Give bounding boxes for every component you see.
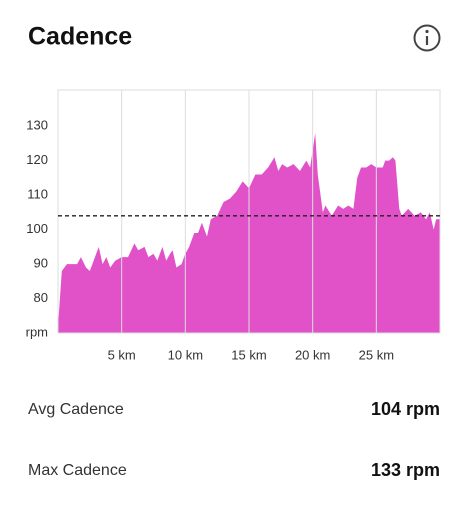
chart-title: Cadence	[28, 23, 132, 51]
y-tick-label: 80	[34, 290, 48, 305]
info-dot[interactable]	[425, 29, 429, 34]
stat-value: 133 rpm	[371, 460, 440, 480]
x-tick-label: 25 km	[359, 347, 394, 362]
y-tick-label: 130	[26, 118, 48, 133]
x-tick-label: 5 km	[108, 347, 136, 362]
info-button[interactable]	[413, 24, 441, 52]
y-tick-label: 120	[26, 152, 48, 167]
x-tick-label: 10 km	[168, 347, 203, 362]
info-circle[interactable]	[413, 24, 441, 52]
y-tick-label: rpm	[26, 324, 48, 339]
y-tick-label: 90	[34, 256, 48, 271]
x-tick-label: 20 km	[295, 347, 330, 362]
y-tick-label: 110	[27, 187, 48, 202]
y-tick-label: 100	[26, 221, 48, 236]
stat-value: 104 rpm	[371, 399, 440, 419]
x-tick-label: 15 km	[231, 347, 266, 362]
stat-label: Avg Cadence	[28, 401, 124, 418]
stat-label: Max Cadence	[28, 462, 127, 479]
